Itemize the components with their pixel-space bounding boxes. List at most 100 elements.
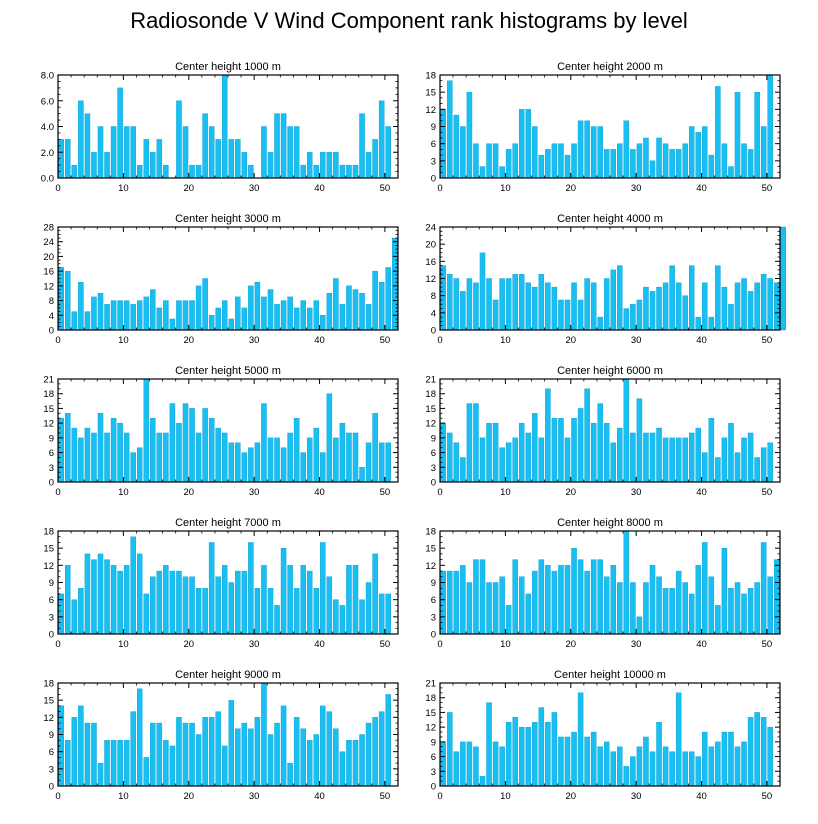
- histogram-bar: [603, 576, 610, 635]
- histogram-bar: [492, 299, 499, 331]
- histogram-bar: [320, 315, 326, 331]
- histogram-bar: [267, 734, 274, 787]
- histogram-bar: [453, 278, 460, 331]
- histogram-bar: [169, 318, 176, 331]
- histogram-bar: [636, 143, 643, 179]
- histogram-bar: [571, 418, 577, 483]
- histogram-bar: [754, 91, 760, 179]
- histogram-bar: [734, 452, 741, 483]
- x-tick-label: 10: [500, 183, 511, 194]
- histogram-bar: [156, 570, 163, 635]
- x-tick-label: 0: [55, 183, 60, 194]
- histogram-bar: [486, 582, 492, 635]
- histogram-bar: [313, 734, 320, 787]
- histogram-bar: [78, 705, 84, 787]
- histogram-bar: [636, 616, 643, 635]
- histogram-bar: [97, 762, 104, 787]
- y-tick-label: 3: [49, 612, 54, 623]
- histogram-bar: [117, 422, 123, 483]
- panel-title: Center height 1000 m: [175, 61, 281, 73]
- y-tick-label: 15: [43, 696, 54, 707]
- y-tick-label: 0.0: [41, 174, 54, 185]
- histogram-bar: [747, 149, 754, 179]
- histogram-bar: [84, 553, 91, 635]
- histogram-bar: [643, 432, 649, 483]
- x-tick-label: 50: [762, 335, 773, 346]
- histogram-bar: [603, 278, 610, 331]
- histogram-bar: [248, 164, 254, 179]
- y-tick-label: 9: [49, 433, 54, 444]
- histogram-bar: [760, 126, 767, 179]
- histogram-bar: [617, 746, 623, 787]
- y-tick-label: 18: [425, 693, 436, 704]
- histogram-bar: [715, 86, 721, 179]
- histogram-bar: [505, 278, 512, 331]
- x-tick-label: 10: [500, 335, 511, 346]
- histogram-bar: [708, 576, 715, 635]
- histogram-bar: [499, 278, 505, 331]
- histogram-bar: [208, 418, 215, 483]
- histogram-bar: [715, 265, 721, 331]
- histogram-bar: [241, 452, 248, 483]
- y-tick-label: 12: [425, 723, 436, 734]
- y-tick-label: 8: [431, 291, 436, 302]
- x-tick-label: 0: [55, 487, 60, 498]
- x-tick-label: 50: [380, 335, 391, 346]
- x-tick-label: 20: [565, 791, 576, 802]
- histogram-bar: [339, 751, 346, 787]
- histogram-bar: [767, 576, 773, 635]
- histogram-bar: [545, 722, 551, 787]
- histogram-bar: [274, 722, 280, 787]
- histogram-bar: [78, 100, 84, 179]
- y-tick-label: 15: [425, 708, 436, 719]
- y-tick-label: 21: [425, 679, 436, 690]
- histogram-bar: [326, 152, 333, 179]
- histogram-bar: [182, 126, 189, 179]
- histogram-bar: [228, 318, 235, 331]
- x-tick-label: 20: [183, 791, 194, 802]
- histogram-bar: [741, 593, 747, 635]
- histogram-bar: [656, 427, 662, 483]
- histogram-bar: [623, 120, 630, 179]
- histogram-bar: [558, 418, 564, 483]
- histogram-bar: [261, 296, 267, 331]
- histogram-bar: [721, 731, 728, 787]
- y-tick-label: 3: [431, 156, 436, 167]
- histogram-bar: [58, 267, 65, 331]
- histogram-bar: [682, 582, 688, 635]
- histogram-bar: [754, 457, 760, 483]
- histogram-bar: [333, 278, 339, 331]
- x-tick-label: 10: [118, 183, 129, 194]
- histogram-bar: [359, 734, 365, 787]
- histogram-bar: [215, 307, 221, 331]
- panel-title: Center height 8000 m: [557, 517, 663, 529]
- panel-title: Center height 10000 m: [554, 669, 666, 681]
- histogram-bar: [525, 432, 532, 483]
- histogram-bar: [617, 265, 623, 331]
- histogram-bar: [372, 413, 378, 483]
- histogram-bar: [65, 270, 71, 331]
- y-tick-label: 9: [431, 578, 436, 589]
- y-tick-label: 6: [431, 448, 436, 459]
- histogram-bar: [104, 304, 110, 331]
- histogram-bar: [453, 570, 460, 635]
- histogram-bar: [78, 437, 84, 483]
- histogram-bar: [499, 447, 505, 483]
- histogram-bar: [221, 74, 228, 179]
- y-tick-label: 12: [425, 419, 436, 430]
- x-tick-label: 50: [762, 639, 773, 650]
- histogram-bar: [385, 442, 391, 483]
- histogram-bar: [617, 582, 623, 635]
- histogram-bar: [518, 726, 525, 787]
- histogram-bar: [708, 154, 715, 179]
- histogram-bar: [702, 542, 708, 635]
- histogram-bar: [91, 722, 97, 787]
- y-tick-label: 12: [43, 713, 54, 724]
- y-tick-label: 9: [431, 433, 436, 444]
- histogram-bar: [163, 432, 169, 483]
- histogram-bar: [767, 442, 773, 483]
- histogram-bar: [293, 307, 300, 331]
- histogram-bar: [267, 152, 274, 179]
- histogram-bar: [662, 143, 669, 179]
- histogram-bar: [479, 559, 486, 635]
